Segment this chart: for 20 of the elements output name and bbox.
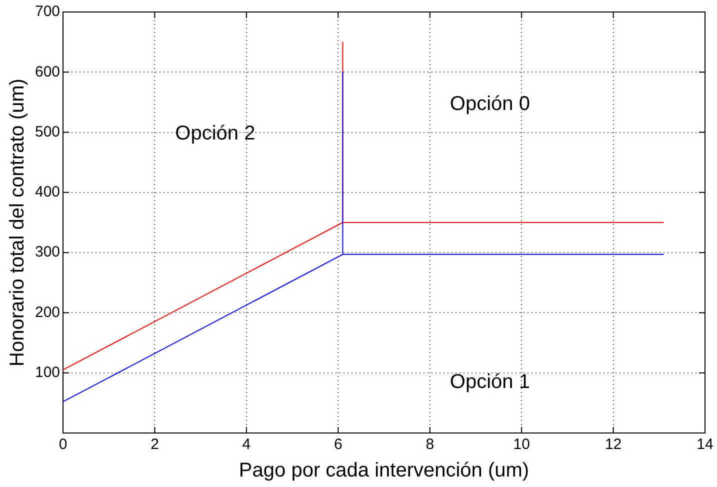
y-tick-label: 700: [34, 3, 60, 20]
x-tick-label: 14: [696, 436, 714, 454]
y-tick-label: 500: [34, 123, 60, 140]
y-tick-label: 600: [34, 63, 60, 80]
x-tick-label: 2: [150, 436, 159, 454]
annotation: Opción 0: [450, 93, 530, 116]
y-tick-label: 100: [34, 364, 60, 381]
y-tick-label: 300: [34, 244, 60, 261]
x-tick-label: 0: [58, 436, 68, 454]
y-tick-label: 200: [34, 304, 60, 321]
y-tick-label: 400: [34, 184, 60, 201]
x-tick-label: 6: [334, 436, 342, 454]
annotation: Opción 1: [450, 370, 530, 393]
x-tick-label: 10: [513, 436, 530, 454]
x-tick-label: 4: [242, 436, 251, 454]
x-tick-label: 8: [426, 436, 434, 454]
y-axis-title: Honorario total del contrato (um): [6, 78, 29, 366]
x-axis-title: Pago por cada intervención (um): [238, 460, 530, 482]
annotation: Opción 2: [175, 122, 256, 145]
x-tick-label: 12: [604, 436, 622, 454]
